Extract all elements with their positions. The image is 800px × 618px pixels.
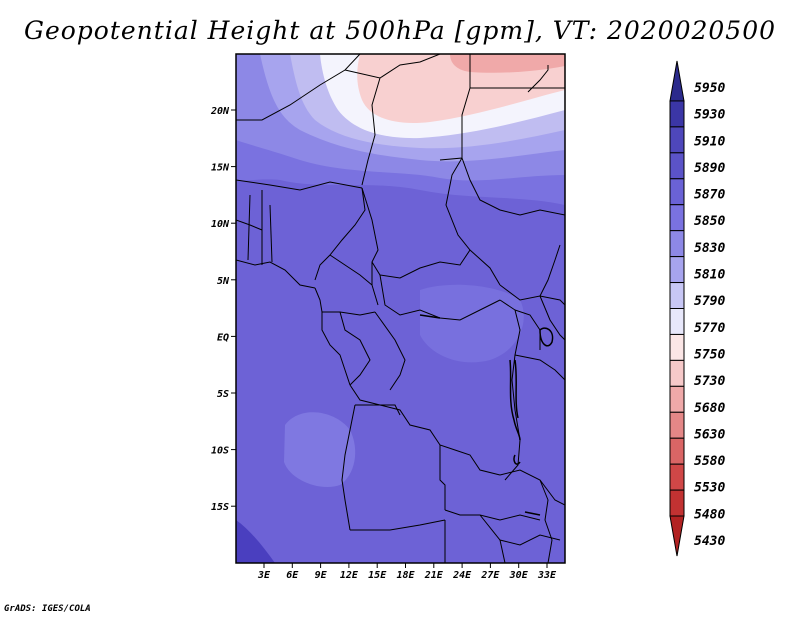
lat-label: 15S <box>211 502 229 513</box>
colorbar-label: 5830 <box>694 241 725 256</box>
lat-label: 15N <box>211 163 230 174</box>
colorbar-cap-top <box>669 60 685 102</box>
colorbar-label: 5680 <box>694 401 725 416</box>
colorbar-label: 5730 <box>694 374 725 389</box>
longitude-axis: 3E 6E 9E 12E 15E 18E 21E 24E 27E 30E 33E <box>257 563 557 581</box>
colorbar-swatch <box>669 463 685 491</box>
lon-label: 33E <box>537 570 557 581</box>
colorbar-swatch <box>669 152 685 180</box>
lon-label: 3E <box>257 570 271 581</box>
colorbar-swatch <box>669 489 685 517</box>
colorbar-swatch <box>669 411 685 439</box>
colorbar-label: 5480 <box>694 507 725 522</box>
colorbar-label: 5910 <box>694 134 725 149</box>
lat-label: 10S <box>211 446 229 457</box>
field-band-5730 <box>450 54 565 73</box>
map-frame <box>235 53 566 564</box>
colorbar-swatch <box>669 178 685 206</box>
lon-label: 12E <box>340 570 359 581</box>
colorbar-label: 5870 <box>694 188 725 203</box>
colorbar-label: 5890 <box>694 161 725 176</box>
lon-label: 21E <box>424 570 444 581</box>
field-patch-central <box>420 284 524 363</box>
contour-field <box>236 54 565 563</box>
lon-label: 24E <box>452 570 472 581</box>
lat-label: 5S <box>217 389 229 400</box>
lon-label: 15E <box>368 570 387 581</box>
colorbar-label: 5810 <box>694 268 725 283</box>
colorbar-label: 5430 <box>694 534 725 549</box>
lon-label: 18E <box>396 570 415 581</box>
lat-label: 20N <box>210 106 230 117</box>
colorbar-swatch <box>669 230 685 258</box>
lon-label: 9E <box>315 570 328 581</box>
colorbar-label: 5530 <box>694 481 725 496</box>
map-title: Geopotential Height at 500hPa [gpm], VT:… <box>23 16 777 45</box>
colorbar: 5950 5930 5910 5890 5870 5850 5830 5810 5790 5770… <box>669 60 725 557</box>
lat-label: 5N <box>217 276 230 287</box>
colorbar-label: 5630 <box>694 427 725 442</box>
field-sw-corner <box>236 520 275 563</box>
colorbar-label: 5580 <box>694 454 725 469</box>
colorbar-swatch <box>669 204 685 232</box>
lon-label: 30E <box>509 570 529 581</box>
colorbar-swatch <box>669 359 685 387</box>
colorbar-swatch <box>669 100 685 128</box>
colorbar-swatch <box>669 437 685 465</box>
grads-credit: GrADS: IGES/COLA <box>4 604 91 614</box>
country-boundaries <box>236 54 565 563</box>
colorbar-label: 5950 <box>694 81 725 96</box>
colorbar-label: 5930 <box>694 108 725 123</box>
lakes <box>419 314 554 516</box>
colorbar-swatch <box>669 256 685 284</box>
colorbar-swatch <box>669 385 685 413</box>
lon-label: 27E <box>480 570 500 581</box>
colorbar-label: 5770 <box>694 321 725 336</box>
latitude-axis: 20N 15N 10N 5N EQ 5S 10S 15S <box>210 106 236 513</box>
colorbar-label: 5750 <box>694 347 725 362</box>
colorbar-swatch <box>669 333 685 361</box>
lon-label: 6E <box>286 570 299 581</box>
lat-label: EQ <box>217 332 229 343</box>
field-patch-atlantic <box>284 412 356 488</box>
colorbar-swatch <box>669 308 685 335</box>
colorbar-label: 5790 <box>694 294 725 309</box>
colorbar-swatch <box>669 282 685 309</box>
colorbar-cap-bottom <box>669 515 685 557</box>
colorbar-label: 5850 <box>694 214 725 229</box>
colorbar-swatch <box>669 126 685 154</box>
lat-label: 10N <box>211 219 230 230</box>
